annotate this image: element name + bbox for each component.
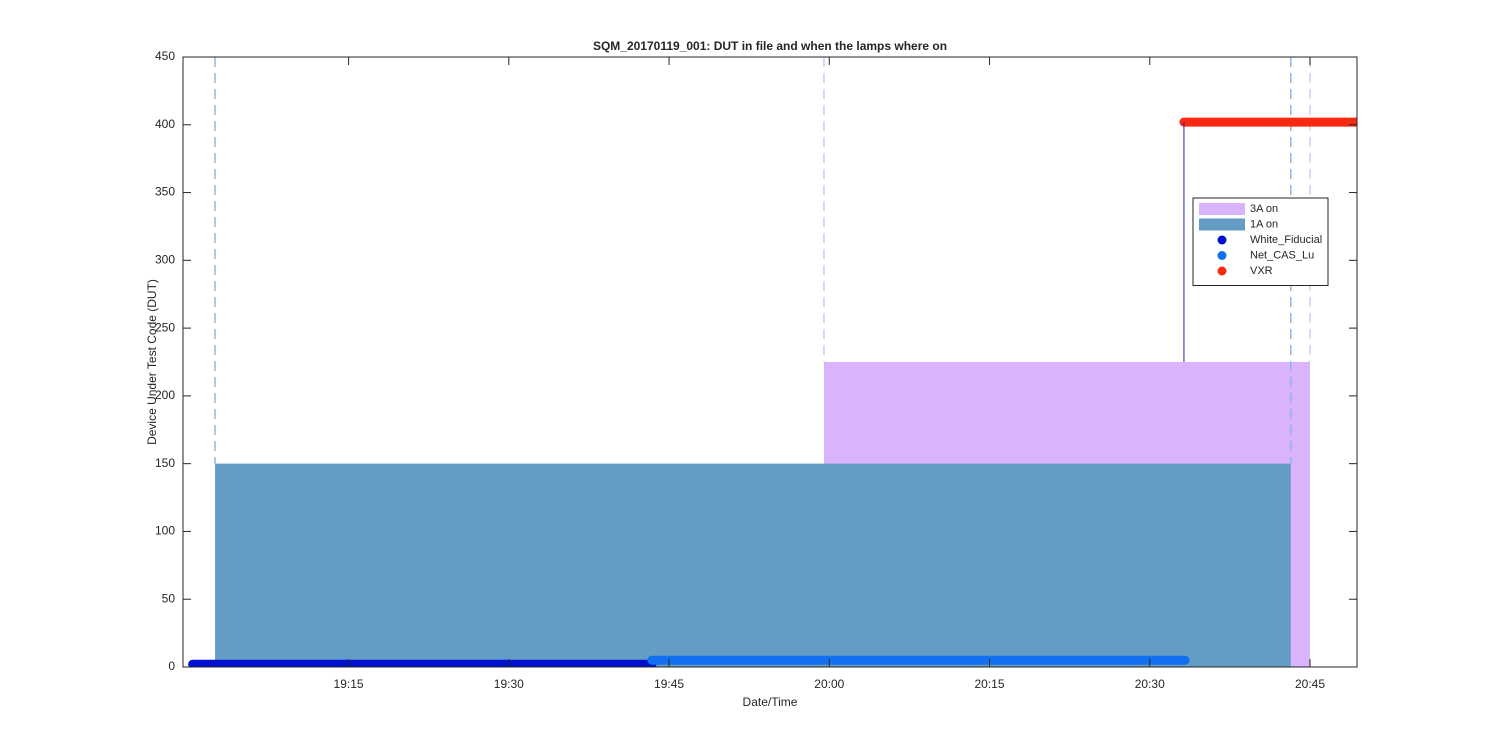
y-tick-label: 50 — [162, 591, 176, 605]
legend-label: 1A on — [1250, 218, 1278, 230]
x-axis-label: Date/Time — [743, 695, 798, 709]
legend-label: White_Fiducial — [1250, 234, 1322, 246]
x-tick-label: 19:15 — [334, 677, 364, 691]
legend-swatch — [1199, 218, 1245, 231]
y-tick-label: 150 — [155, 456, 175, 470]
y-axis-label: Device Under Test Code (DUT) — [145, 279, 159, 445]
lamp-area — [215, 463, 1291, 667]
y-tick-label: 300 — [155, 253, 175, 267]
axes: 0 50 100 150 200 250 300 350 400 450 19:15 19:30 19:… — [155, 49, 1358, 691]
legend-swatch — [1217, 251, 1227, 260]
axes-box — [182, 56, 1358, 668]
y-tick-label: 0 — [168, 659, 175, 673]
y-tick-label: 100 — [155, 524, 175, 538]
y-tick-label: 200 — [155, 388, 175, 402]
x-tick-label: 20:45 — [1295, 677, 1325, 691]
x-tick-label: 19:30 — [494, 677, 524, 691]
x-tick-label: 19:45 — [654, 677, 684, 691]
legend-label: VXR — [1250, 265, 1273, 277]
chart-title: SQM_20170119_001: DUT in file and when t… — [593, 39, 947, 53]
legend: 3A on 1A on White_Fiducial Net_CAS_Lu VXR — [1192, 197, 1329, 286]
legend-swatch — [1217, 235, 1227, 245]
y-tick-label: 450 — [155, 49, 175, 63]
x-tick-label: 20:00 — [814, 677, 844, 691]
y-tick-label: 350 — [155, 185, 175, 199]
plot-area — [188, 57, 1357, 667]
legend-label: Net_CAS_Lu — [1250, 249, 1314, 261]
x-tick-label: 20:15 — [975, 677, 1005, 691]
x-tick-label: 20:30 — [1135, 677, 1165, 691]
y-tick-label: 250 — [155, 320, 175, 334]
legend-swatch — [1199, 203, 1245, 215]
y-tick-label: 400 — [155, 117, 175, 131]
legend-label: 3A on — [1250, 203, 1278, 215]
legend-swatch — [1217, 266, 1227, 276]
